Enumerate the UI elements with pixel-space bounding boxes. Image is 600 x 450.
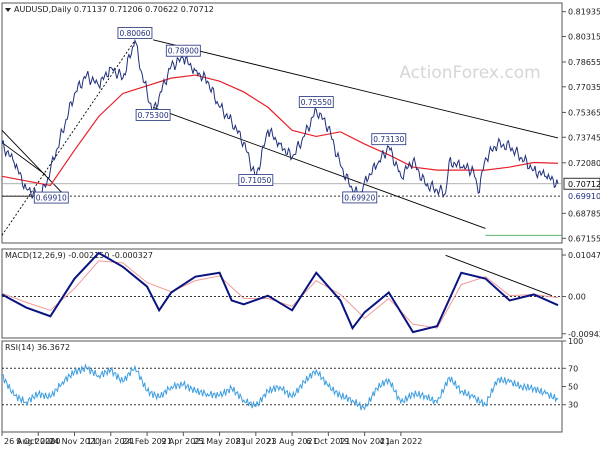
x-tick-label: 9 Oct 2020 <box>16 437 60 446</box>
price-y-tick-label: 0.77035 <box>568 83 600 92</box>
price-y-tick-label: 0.80315 <box>568 33 600 42</box>
x-tick-label: 19 Nov 2021 <box>339 437 390 446</box>
macd-y-tick-label: 0.010474 <box>568 251 600 260</box>
price-annotation: 0.80060 <box>119 29 150 38</box>
price-annotation: 0.78900 <box>168 47 199 56</box>
trendline-3 <box>1 40 136 236</box>
macd-line <box>1 251 559 334</box>
macd-title: MACD(12,26,9) -0.002150 -0.000327 <box>5 251 153 260</box>
rsi-title: RSI(14) 36.3672 <box>5 343 70 352</box>
price-annotation: 0.71050 <box>240 176 271 185</box>
signal-line <box>1 260 559 329</box>
rsi-y-tick-label: 100 <box>568 337 583 346</box>
price-y-tick-label: 0.75365 <box>568 108 600 117</box>
price-annotation-box <box>33 191 69 204</box>
x-tick-label: 24 Nov 2020 <box>49 437 100 446</box>
dropdown-icon <box>5 8 11 12</box>
panel-frame-0 <box>1 2 563 244</box>
ma-line <box>1 74 559 187</box>
panel-frame-2 <box>1 340 563 433</box>
x-tick-label: 23 Aug 2021 <box>266 437 317 446</box>
trendline-5 <box>152 106 486 229</box>
price-annotation: 0.75550 <box>301 98 332 107</box>
price-y-tick-label: 0.78655 <box>568 58 600 67</box>
reference-price-label: 0.69910 <box>568 192 600 201</box>
price-annotation: 0.69910 <box>36 194 67 203</box>
current-price-box <box>563 177 600 190</box>
watermark: ActionForex.com <box>399 63 540 83</box>
x-tick-label: 9 Apr 2021 <box>161 437 205 446</box>
rsi-y-tick-label: 70 <box>568 364 578 373</box>
price-title: AUDUSD,Daily 0.71137 0.71206 0.70622 0.7… <box>14 5 214 14</box>
price-y-tick-label: 0.68785 <box>568 209 600 218</box>
price-annotation-box <box>371 133 407 146</box>
rsi-line <box>1 363 559 411</box>
current-price-label: 0.70712 <box>568 180 600 189</box>
macd-y-tick-label: 0.00 <box>568 292 586 301</box>
macd-trendline <box>445 254 553 297</box>
macd-y-tick-label: -0.009426 <box>568 330 600 339</box>
panel-frame-1 <box>1 248 563 339</box>
price-annotation-box <box>165 44 201 57</box>
x-tick-label: 24 Feb 2021 <box>122 437 172 446</box>
trendline-4 <box>152 39 559 139</box>
rsi-y-tick-label: 50 <box>568 383 578 392</box>
price-y-tick-label: 0.72080 <box>568 159 600 168</box>
price-annotation-box <box>342 191 378 204</box>
price-annotation-box <box>238 174 274 186</box>
x-tick-label: 8 Jul 2021 <box>236 437 276 446</box>
x-tick-label: 6 Oct 2021 <box>306 437 350 446</box>
price-y-tick-label: 0.67155 <box>568 234 600 243</box>
price-annotation: 0.73130 <box>373 135 404 144</box>
price-annotation-box <box>135 109 171 121</box>
x-tick-label: 4 Jan 2022 <box>379 437 422 446</box>
price-line <box>1 38 559 201</box>
reference-price-box <box>564 190 600 202</box>
price-annotation: 0.75300 <box>138 111 169 120</box>
price-annotation: 0.69920 <box>344 193 375 202</box>
x-tick-label: 25 May 2021 <box>193 437 245 446</box>
trendline-0 <box>1 142 46 176</box>
x-tick-label: 11 Jan 2021 <box>87 437 135 446</box>
rsi-y-tick-label: 30 <box>568 401 578 410</box>
price-annotation-box <box>117 27 153 39</box>
price-y-tick-label: 0.81935 <box>568 8 600 17</box>
x-tick-label: 26 Aug 2020 <box>4 437 55 446</box>
price-annotation-box <box>298 96 334 108</box>
price-y-tick-label: 0.73745 <box>568 133 600 142</box>
